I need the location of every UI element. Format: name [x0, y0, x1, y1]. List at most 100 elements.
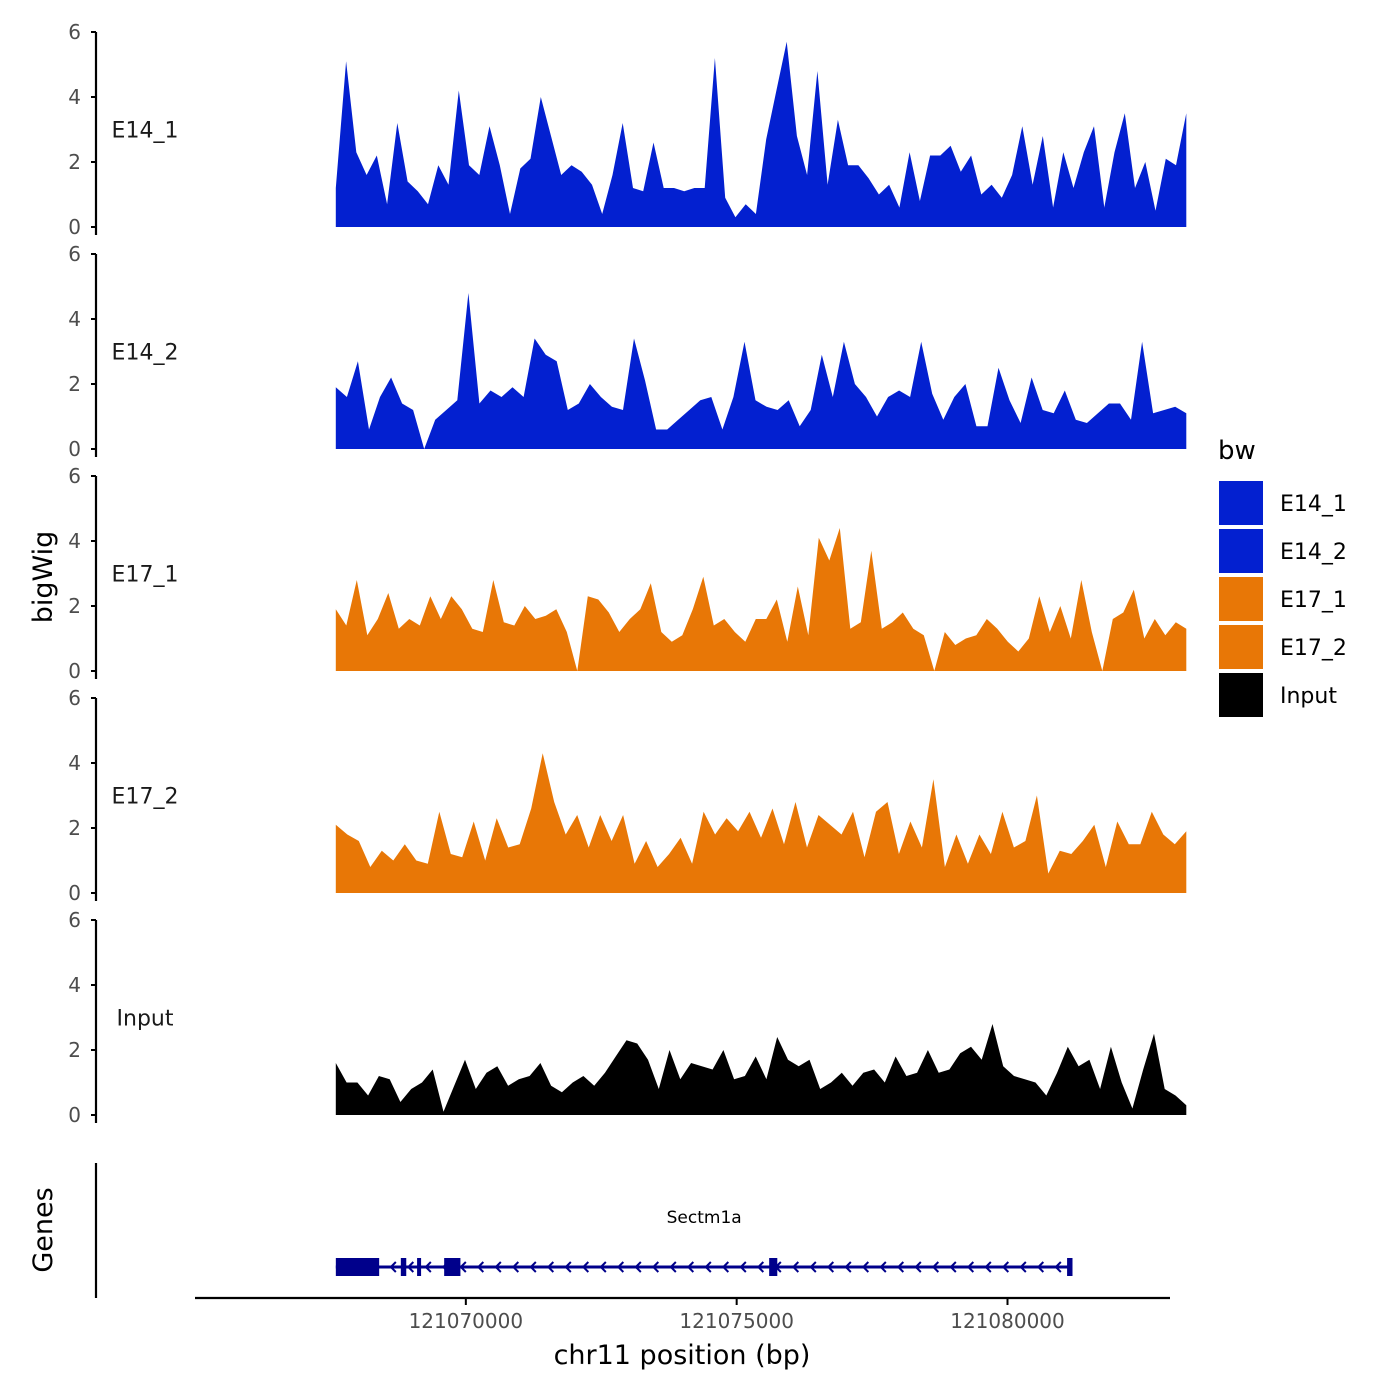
strand-arrow — [476, 1261, 485, 1273]
gene-track — [335, 1258, 1073, 1276]
strand-arrow — [826, 1261, 835, 1273]
y-tick-label: 6 — [68, 20, 81, 44]
y-tick-label: 4 — [68, 529, 81, 553]
legend-title: bw — [1218, 436, 1256, 466]
gene-exon — [1067, 1258, 1073, 1276]
gene-name-label: Sectm1a — [667, 1208, 742, 1228]
track-label-E17_1: E17_1 — [112, 563, 179, 588]
x-axis-title: chr11 position (bp) — [554, 1340, 811, 1371]
strand-arrow — [651, 1261, 660, 1273]
strand-arrow — [879, 1261, 887, 1273]
track-panel-E17_2: 0 2 4 6 E17_2 — [68, 686, 1187, 905]
strand-arrow — [844, 1261, 852, 1273]
y-tick-label: 0 — [68, 1103, 81, 1127]
strand-arrow — [791, 1261, 800, 1273]
strand-arrow — [704, 1261, 712, 1273]
track-panel-Input: 0 2 4 6 Input — [68, 908, 1187, 1127]
y-tick-label: 6 — [68, 686, 81, 710]
y-tick-label: 6 — [68, 242, 81, 266]
strand-arrow — [564, 1261, 572, 1273]
genes-axis-title: Genes — [28, 1187, 59, 1272]
x-tick-label: 121070000 — [409, 1309, 524, 1333]
strand-arrow — [739, 1261, 747, 1273]
y-tick-label: 4 — [68, 751, 81, 775]
strand-arrow — [634, 1261, 642, 1273]
strand-arrow — [546, 1261, 555, 1273]
x-tick-label: 121075000 — [679, 1309, 794, 1333]
legend: E14_1 E14_2 E17_1 E17_2 Input — [1219, 481, 1347, 717]
strand-arrow — [494, 1261, 502, 1273]
strand-arrow — [1036, 1261, 1045, 1273]
y-tick-label: 6 — [68, 464, 81, 488]
y-tick-label: 4 — [68, 85, 81, 109]
legend-swatch-E14_1 — [1219, 481, 1263, 525]
strand-arrow — [1054, 1261, 1062, 1273]
strand-arrow — [459, 1261, 467, 1273]
legend-swatch-E17_1 — [1219, 577, 1263, 621]
y-tick-label: 2 — [68, 816, 81, 840]
track-panel-E14_2: 0 2 4 6 E14_2 — [68, 242, 1187, 461]
y-tick-label: 2 — [68, 372, 81, 396]
track-label-E14_1: E14_1 — [112, 119, 179, 144]
coverage-area-E14_2 — [335, 293, 1187, 449]
strand-arrow — [529, 1261, 537, 1273]
strand-arrow — [669, 1261, 677, 1273]
gene-exon — [444, 1258, 461, 1276]
coverage-area-E17_2 — [335, 753, 1187, 893]
y-tick-label: 2 — [68, 1038, 81, 1062]
gene-exon — [400, 1258, 407, 1276]
y-tick-label: 2 — [68, 594, 81, 618]
track-label-E14_2: E14_2 — [112, 341, 179, 366]
y-tick-label: 0 — [68, 215, 81, 239]
legend-swatch-E14_2 — [1219, 529, 1263, 573]
strand-arrow — [406, 1261, 415, 1273]
gene-exon — [417, 1258, 422, 1276]
strand-arrow — [721, 1261, 730, 1273]
y-tick-label: 0 — [68, 881, 81, 905]
legend-label-E14_2: E14_2 — [1280, 540, 1347, 565]
strand-arrow — [914, 1261, 922, 1273]
legend-label-E14_1: E14_1 — [1280, 492, 1347, 517]
track-label-Input: Input — [117, 1007, 174, 1032]
y-tick-label: 0 — [68, 437, 81, 461]
x-tick-label: 121080000 — [950, 1309, 1065, 1333]
strand-arrow — [931, 1261, 940, 1273]
legend-swatch-Input — [1219, 673, 1263, 717]
strand-arrow — [809, 1261, 817, 1273]
y-tick-label: 2 — [68, 150, 81, 174]
coverage-area-E14_1 — [335, 41, 1187, 227]
track-panel-E14_1: 0 2 4 6 E14_1 — [68, 20, 1187, 239]
strand-arrow — [756, 1261, 765, 1273]
strand-arrow — [896, 1261, 905, 1273]
legend-label-E17_2: E17_2 — [1280, 636, 1347, 661]
strand-arrow — [984, 1261, 992, 1273]
strand-arrow — [424, 1261, 432, 1273]
strand-arrow — [599, 1261, 607, 1273]
gene-exon — [769, 1258, 778, 1276]
y-axis-title: bigWig — [28, 531, 59, 624]
strand-arrow — [686, 1261, 695, 1273]
strand-arrow — [949, 1261, 957, 1273]
strand-arrow — [511, 1261, 520, 1273]
coverage-area-Input — [335, 1024, 1187, 1115]
y-tick-label: 0 — [68, 659, 81, 683]
coverage-area-E17_1 — [335, 528, 1187, 671]
strand-arrow — [1019, 1261, 1027, 1273]
strand-arrow — [389, 1261, 397, 1273]
track-label-E17_2: E17_2 — [112, 785, 179, 810]
legend-label-Input: Input — [1280, 684, 1337, 709]
x-ticks-group: 121070000 121075000 121080000 — [409, 1298, 1065, 1333]
track-panel-E17_1: 0 2 4 6 E17_1 — [68, 464, 1187, 683]
strand-arrow — [861, 1261, 870, 1273]
strand-arrow — [581, 1261, 590, 1273]
gene-exon — [357, 1258, 380, 1276]
gene-exon — [335, 1258, 358, 1276]
strand-arrow — [1001, 1261, 1010, 1273]
y-tick-label: 6 — [68, 908, 81, 932]
strand-arrow — [616, 1261, 625, 1273]
strand-arrow — [966, 1261, 975, 1273]
legend-swatch-E17_2 — [1219, 625, 1263, 669]
y-tick-label: 4 — [68, 973, 81, 997]
tracks-group: 0 2 4 6 E14_1 0 2 4 6 E14_2 0 2 4 6 E17_1 0 2 4 6 E17_2 0 2 4 6… — [68, 20, 1187, 1127]
